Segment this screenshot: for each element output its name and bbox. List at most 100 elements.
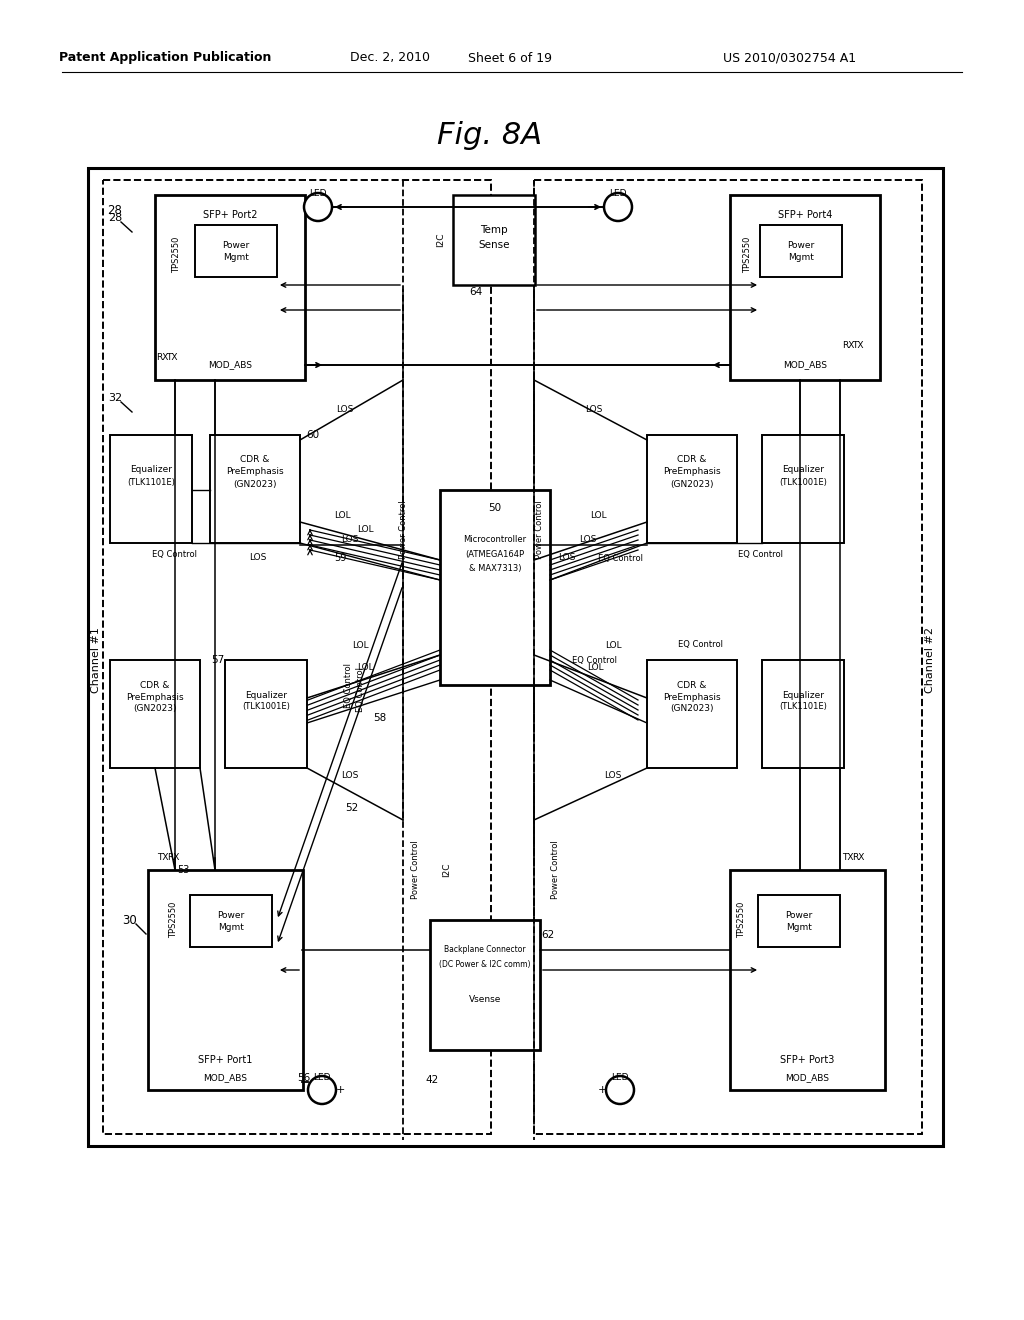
Text: Power: Power	[785, 911, 813, 920]
Text: LOL: LOL	[356, 525, 374, 535]
Text: 64: 64	[469, 286, 482, 297]
Text: EQ Control: EQ Control	[737, 550, 782, 560]
Text: LED: LED	[309, 189, 327, 198]
Text: TPS2550: TPS2550	[170, 902, 178, 939]
Text: SFP+ Port1: SFP+ Port1	[199, 1055, 253, 1065]
Text: (GN2023): (GN2023)	[133, 705, 177, 714]
Text: Patent Application Publication: Patent Application Publication	[58, 51, 271, 65]
Text: RX: RX	[167, 854, 179, 862]
Bar	[730, 195, 880, 380]
Text: LOS: LOS	[558, 553, 575, 562]
Text: SFP+ Port4: SFP+ Port4	[778, 210, 833, 220]
Text: TX: TX	[843, 854, 854, 862]
Bar	[225, 660, 307, 768]
Text: Sense: Sense	[478, 240, 510, 249]
Text: 30: 30	[123, 913, 137, 927]
Text: Power Control: Power Control	[411, 841, 420, 899]
Circle shape	[606, 1076, 634, 1104]
Text: TPS2550: TPS2550	[172, 236, 181, 273]
Text: LOS: LOS	[249, 553, 266, 562]
Text: LOL: LOL	[605, 640, 622, 649]
Bar	[155, 195, 305, 380]
Text: 56: 56	[297, 1073, 310, 1082]
Text: TX: TX	[852, 341, 864, 350]
Text: SFP+ Port3: SFP+ Port3	[780, 1055, 835, 1065]
Text: LOS: LOS	[580, 536, 597, 544]
Text: CDR &: CDR &	[677, 681, 707, 689]
Text: Dec. 2, 2010: Dec. 2, 2010	[350, 51, 430, 65]
Bar	[647, 660, 737, 768]
Bar	[758, 895, 840, 946]
Text: (TLK1101E): (TLK1101E)	[127, 478, 175, 487]
Text: LOS: LOS	[604, 771, 622, 780]
Text: (GN2023): (GN2023)	[233, 479, 276, 488]
Text: Equalizer: Equalizer	[130, 466, 172, 474]
Text: TPS2550: TPS2550	[743, 236, 753, 273]
Text: 59: 59	[334, 553, 346, 564]
Text: I2C: I2C	[436, 232, 445, 247]
Text: 50: 50	[488, 503, 502, 513]
Text: +: +	[335, 1085, 345, 1096]
Circle shape	[304, 193, 332, 220]
Text: EQ Control: EQ Control	[572, 656, 617, 664]
Text: EQ Control: EQ Control	[678, 640, 723, 649]
Text: LED: LED	[611, 1073, 629, 1082]
Text: Fig. 8A: Fig. 8A	[437, 120, 543, 149]
Text: TX: TX	[158, 854, 169, 862]
Text: MOD_ABS: MOD_ABS	[203, 1073, 247, 1082]
Circle shape	[308, 1076, 336, 1104]
Bar	[103, 180, 490, 1134]
Text: PreEmphasis: PreEmphasis	[664, 693, 721, 701]
Text: Power Control: Power Control	[551, 841, 559, 899]
Text: EQ Control: EQ Control	[597, 553, 642, 562]
Text: LOS: LOS	[341, 771, 358, 780]
Text: RX: RX	[852, 854, 864, 862]
Text: 60: 60	[306, 430, 319, 440]
Text: Mgmt: Mgmt	[218, 923, 244, 932]
Text: CDR &: CDR &	[241, 455, 269, 465]
Text: Equalizer: Equalizer	[782, 690, 824, 700]
Text: PreEmphasis: PreEmphasis	[226, 467, 284, 477]
Text: TX: TX	[166, 354, 178, 363]
Text: Backplane Connector: Backplane Connector	[444, 945, 525, 954]
Bar	[190, 895, 272, 946]
Bar	[534, 180, 922, 1134]
Text: EQ Control: EQ Control	[343, 663, 352, 708]
Text: 42: 42	[425, 1074, 438, 1085]
Text: LOL: LOL	[334, 511, 350, 520]
Text: TPS2550: TPS2550	[737, 902, 746, 939]
Text: Power: Power	[217, 911, 245, 920]
Text: (GN2023): (GN2023)	[671, 705, 714, 714]
Text: LED: LED	[313, 1073, 331, 1082]
Bar	[762, 660, 844, 768]
Text: LOS: LOS	[586, 405, 603, 414]
Text: Power Control: Power Control	[536, 500, 545, 560]
Bar	[453, 195, 535, 285]
Text: 28: 28	[108, 213, 122, 223]
Text: Equalizer: Equalizer	[245, 690, 287, 700]
Text: SFP+ Port2: SFP+ Port2	[203, 210, 257, 220]
Text: MOD_ABS: MOD_ABS	[785, 1073, 829, 1082]
Text: 57: 57	[211, 655, 224, 665]
Text: I2C: I2C	[442, 863, 452, 878]
Text: LOL: LOL	[356, 664, 374, 672]
Text: (TLK1001E): (TLK1001E)	[779, 478, 827, 487]
Bar	[430, 920, 540, 1049]
Text: PreEmphasis: PreEmphasis	[664, 467, 721, 477]
Text: RX: RX	[156, 354, 168, 363]
Bar	[440, 490, 550, 685]
Text: LOL: LOL	[351, 640, 369, 649]
Text: 62: 62	[542, 931, 555, 940]
Text: Mgmt: Mgmt	[788, 252, 814, 261]
Text: LOS: LOS	[336, 405, 353, 414]
Text: (GN2023): (GN2023)	[671, 479, 714, 488]
Text: EQ Control: EQ Control	[153, 550, 198, 560]
Bar	[88, 168, 943, 1146]
Text: 58: 58	[374, 713, 387, 723]
Text: Channel #2: Channel #2	[925, 627, 935, 693]
Text: (TLK1001E): (TLK1001E)	[242, 702, 290, 711]
Text: MOD_ABS: MOD_ABS	[783, 360, 827, 370]
Text: LOS: LOS	[341, 536, 358, 544]
Text: RX: RX	[842, 341, 854, 350]
Text: (TLK1101E): (TLK1101E)	[779, 702, 827, 711]
